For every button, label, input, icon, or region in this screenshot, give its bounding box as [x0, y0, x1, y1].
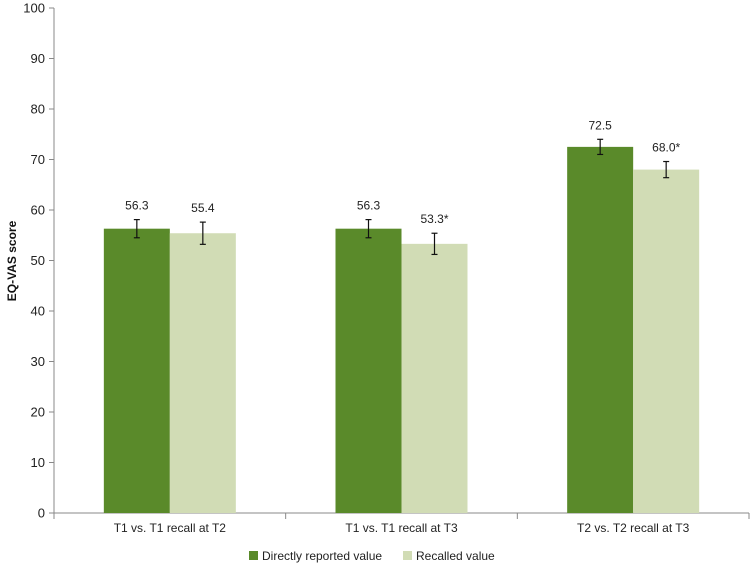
legend: Directly reported value Recalled value — [249, 549, 495, 563]
bar — [103, 228, 170, 513]
y-tick-label: 10 — [31, 455, 45, 470]
bar — [335, 228, 402, 513]
x-category-label: T1 vs. T1 recall at T3 — [345, 521, 458, 535]
legend-label: Recalled value — [416, 549, 495, 563]
legend-swatch — [249, 551, 258, 560]
legend-label: Directly reported value — [262, 549, 382, 563]
data-labels: 56.3 56.3 72.5 55.4 53.3* 68.0* — [125, 118, 680, 226]
data-label: 56.3 — [357, 199, 381, 213]
y-tick-label: 90 — [31, 51, 45, 66]
data-label: 55.4 — [191, 201, 215, 215]
data-label: 72.5 — [588, 118, 612, 132]
bar — [633, 169, 700, 513]
data-label: 56.3 — [125, 199, 149, 213]
bar — [401, 243, 468, 513]
data-label: 68.0* — [652, 141, 680, 155]
y-axis: 0 10 20 30 40 50 60 70 80 90 100 — [23, 1, 55, 521]
y-tick-label: 50 — [31, 253, 45, 268]
bar — [169, 233, 236, 514]
bar — [567, 146, 634, 513]
x-category-label: T2 vs. T2 recall at T3 — [577, 521, 690, 535]
x-axis: T1 vs. T1 recall at T2 T1 vs. T1 recall a… — [53, 512, 750, 535]
y-tick-label: 100 — [23, 1, 45, 16]
y-tick-label: 60 — [31, 203, 45, 218]
y-tick-label: 20 — [31, 405, 45, 420]
y-axis-title: EQ-VAS score — [5, 220, 19, 301]
legend-swatch — [403, 551, 412, 560]
y-tick-label: 80 — [31, 102, 45, 117]
y-tick-label: 70 — [31, 152, 45, 167]
data-label: 53.3* — [420, 212, 448, 226]
y-tick-label: 40 — [31, 304, 45, 319]
y-tick-label: 0 — [38, 506, 45, 521]
x-category-label: T1 vs. T1 recall at T2 — [114, 521, 227, 535]
bars — [103, 138, 700, 514]
y-tick-label: 30 — [31, 354, 45, 369]
